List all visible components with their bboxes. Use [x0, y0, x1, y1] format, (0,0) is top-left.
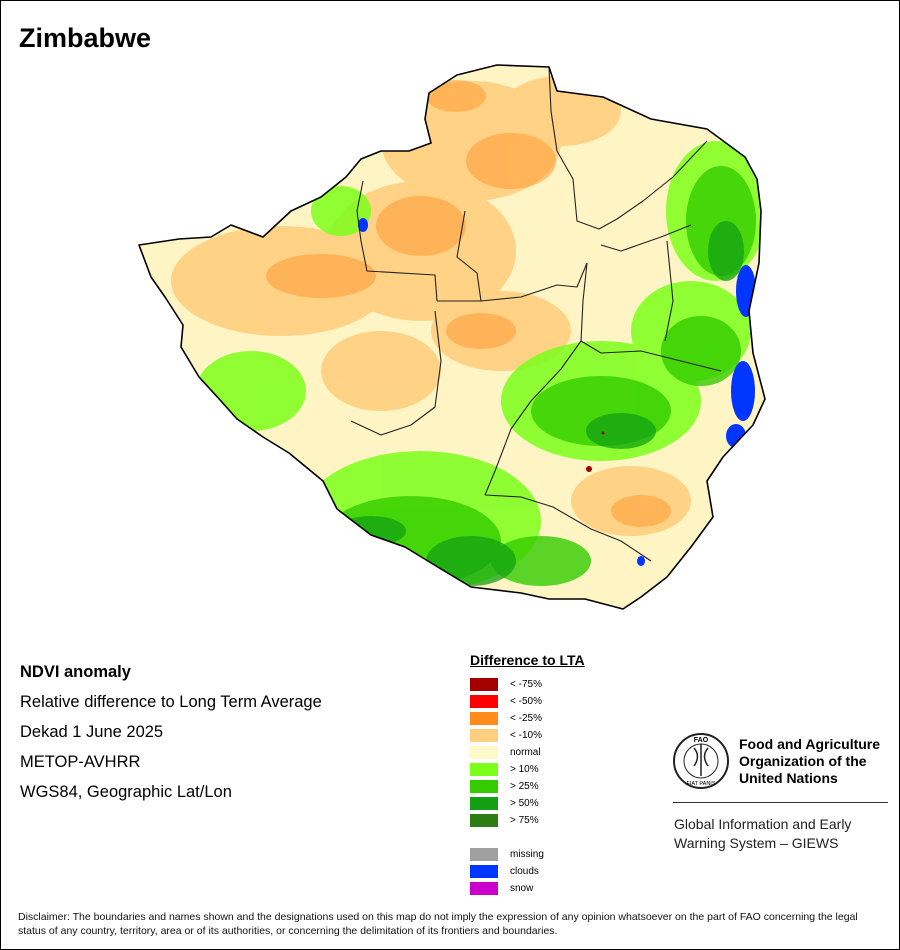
- legend-item: > 50%: [470, 795, 585, 812]
- legend-item: > 75%: [470, 812, 585, 829]
- legend-item: missing: [470, 846, 585, 863]
- sensor-label: METOP-AVHRR: [20, 753, 141, 771]
- legend-other: missing clouds snow: [470, 846, 585, 897]
- legend-title: Difference to LTA: [470, 652, 585, 668]
- fao-logo-top: FAO: [694, 737, 709, 744]
- legend-swatch: [470, 882, 498, 895]
- legend-item: < -75%: [470, 676, 585, 693]
- map-info-block: NDVI anomaly Relative difference to Long…: [20, 657, 322, 807]
- legend-label: > 25%: [510, 781, 539, 792]
- legend-swatch: [470, 695, 498, 708]
- legend-label: snow: [510, 883, 534, 894]
- legend-item: < -25%: [470, 710, 585, 727]
- product-description: Relative difference to Long Term Average: [20, 693, 322, 711]
- legend-item: < -50%: [470, 693, 585, 710]
- legend-label: < -75%: [510, 679, 542, 690]
- fao-name-line3: United Nations: [739, 770, 838, 786]
- legend-label: > 75%: [510, 815, 539, 826]
- divider: [673, 802, 888, 803]
- legend-label: < -50%: [510, 696, 542, 707]
- legend-label: clouds: [510, 866, 539, 877]
- projection-label: WGS84, Geographic Lat/Lon: [20, 783, 232, 801]
- zimbabwe-ndvi-map: [138, 64, 766, 610]
- legend-swatch: [470, 814, 498, 827]
- legend-swatch: [470, 797, 498, 810]
- legend-swatch: [470, 729, 498, 742]
- giews-label: Global Information and Early Warning Sys…: [674, 815, 851, 853]
- period-label: Dekad 1 June 2025: [20, 723, 164, 741]
- legend-item: snow: [470, 880, 585, 897]
- fao-name: Food and Agriculture Organization of the…: [739, 736, 880, 787]
- legend-item: normal: [470, 744, 585, 761]
- legend: Difference to LTA < -75% < -50% < -25% < -1…: [470, 652, 585, 897]
- fao-name-line2: Organization of the: [739, 753, 867, 769]
- legend-item: < -10%: [470, 727, 585, 744]
- legend-swatch: [470, 712, 498, 725]
- fao-logo-icon: FAO FIAT PANIS: [673, 733, 729, 789]
- legend-classes: < -75% < -50% < -25% < -10% normal > 10% > 25%…: [470, 676, 585, 829]
- giews-line2: Warning System – GIEWS: [674, 835, 839, 851]
- legend-swatch: [470, 848, 498, 861]
- legend-label: < -10%: [510, 730, 542, 741]
- legend-label: missing: [510, 849, 544, 860]
- legend-item: > 25%: [470, 778, 585, 795]
- map-title: Zimbabwe: [19, 23, 152, 53]
- giews-line1: Global Information and Early: [674, 816, 852, 832]
- legend-swatch: [470, 763, 498, 776]
- disclaimer: Disclaimer: The boundaries and names sho…: [18, 911, 858, 937]
- legend-swatch: [470, 865, 498, 878]
- legend-swatch: [470, 780, 498, 793]
- legend-label: < -25%: [510, 713, 542, 724]
- legend-label: > 10%: [510, 764, 539, 775]
- legend-item: > 10%: [470, 761, 585, 778]
- legend-swatch: [470, 746, 498, 759]
- legend-swatch: [470, 678, 498, 691]
- fao-logo-bottom: FIAT PANIS: [686, 781, 715, 787]
- legend-item: clouds: [470, 863, 585, 880]
- legend-label: normal: [510, 747, 541, 758]
- product-name: NDVI anomaly: [20, 663, 131, 681]
- fao-name-line1: Food and Agriculture: [739, 736, 881, 752]
- legend-label: > 50%: [510, 798, 539, 809]
